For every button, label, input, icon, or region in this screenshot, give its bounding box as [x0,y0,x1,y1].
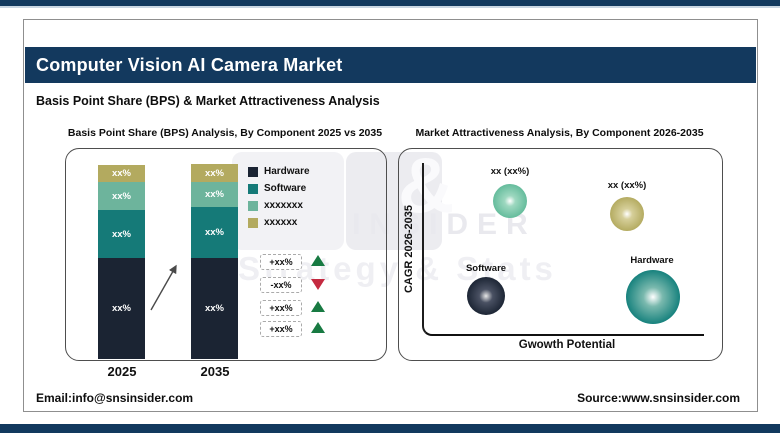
x-axis-label: Gwowth Potential [518,339,616,351]
triangle-up-icon [311,301,325,312]
bubble-khaki [610,197,644,231]
bar-2025-segment-xxxxxx: xx% [98,165,145,182]
segment-value: xx% [111,303,131,314]
bubble-label-hardware: Hardware [630,255,674,266]
triangle-up-icon [311,322,325,333]
bottom-brand-bar [0,424,780,433]
segment-value: xx% [204,303,224,314]
segment-value: xx% [204,189,224,200]
bubble-hardware [626,270,680,324]
page-title: Computer Vision AI Camera Market [36,55,343,75]
legend-item-component3: xxxxxxx [248,200,303,211]
growth-arrow-icon [150,264,177,311]
bps-change-box-2: -xx% [260,277,302,293]
legend-item-software: Software [248,183,306,194]
legend-item-component4: xxxxxx [248,217,297,228]
attractiveness-chart-title: Market Attractiveness Analysis, By Compo… [415,127,704,139]
legend-swatch-component3 [248,200,258,211]
bar-2035-segment-xxxxxx: xx% [191,164,238,182]
axis-label-2035: 2035 [200,364,230,379]
bar-2025-segment-software: xx% [98,210,145,258]
bps-change-box-3: +xx% [260,300,302,316]
segment-value: xx% [204,167,224,179]
segment-value: xx% [111,168,131,179]
bubble-label-seafoam: xx (xx%) [490,166,530,177]
attractiveness-chart-container [398,148,723,361]
legend-swatch-hardware [248,166,258,177]
y-axis-label: CAGR 2026-2035 [403,204,415,294]
bps-change-box-4: +xx% [260,321,302,337]
legend-swatch-software [248,183,258,194]
footer-email: Email:info@snsinsider.com [36,391,194,405]
page-subtitle: Basis Point Share (BPS) & Market Attract… [36,94,380,108]
bar-2035-segment-xxxxxxx: xx% [191,182,238,207]
bps-chart-container [65,148,387,361]
bps-chart-title: Basis Point Share (BPS) Analysis, By Com… [67,127,383,139]
legend-label: xxxxxxx [264,200,303,211]
title-band [25,47,756,83]
bubble-software [467,277,505,315]
segment-value: xx% [111,190,131,202]
bar-2035-segment-hardware: xx% [191,258,238,359]
top-brand-bar [0,0,780,6]
legend-label: xxxxxx [264,217,298,228]
legend-swatch-component4 [248,217,258,228]
stacked-bar-2025: xx% xx% xx% xx% [98,165,145,359]
bar-2025-segment-xxxxxxx: xx% [98,182,145,210]
bar-2035-segment-software: xx% [191,207,238,258]
xy-axis [422,163,704,336]
bar-2025-segment-hardware: xx% [98,258,145,359]
bubble-label-software: Software [465,263,507,274]
footer-source: Source:www.snsinsider.com [577,391,740,405]
legend-item-hardware: Hardware [248,166,310,177]
segment-value: xx% [111,228,131,240]
triangle-up-icon [311,255,325,266]
segment-value: xx% [204,227,224,238]
axis-label-2025: 2025 [107,364,137,379]
triangle-down-icon [311,279,325,290]
bps-change-box-1: +xx% [260,254,302,270]
top-accent-strip [0,6,780,8]
bubble-label-khaki: xx (xx%) [607,180,647,191]
legend-label: Hardware [264,166,310,177]
bubble-seafoam [493,184,527,218]
legend-label: Software [264,183,307,194]
stacked-bar-2035: xx% xx% xx% xx% [191,164,238,359]
